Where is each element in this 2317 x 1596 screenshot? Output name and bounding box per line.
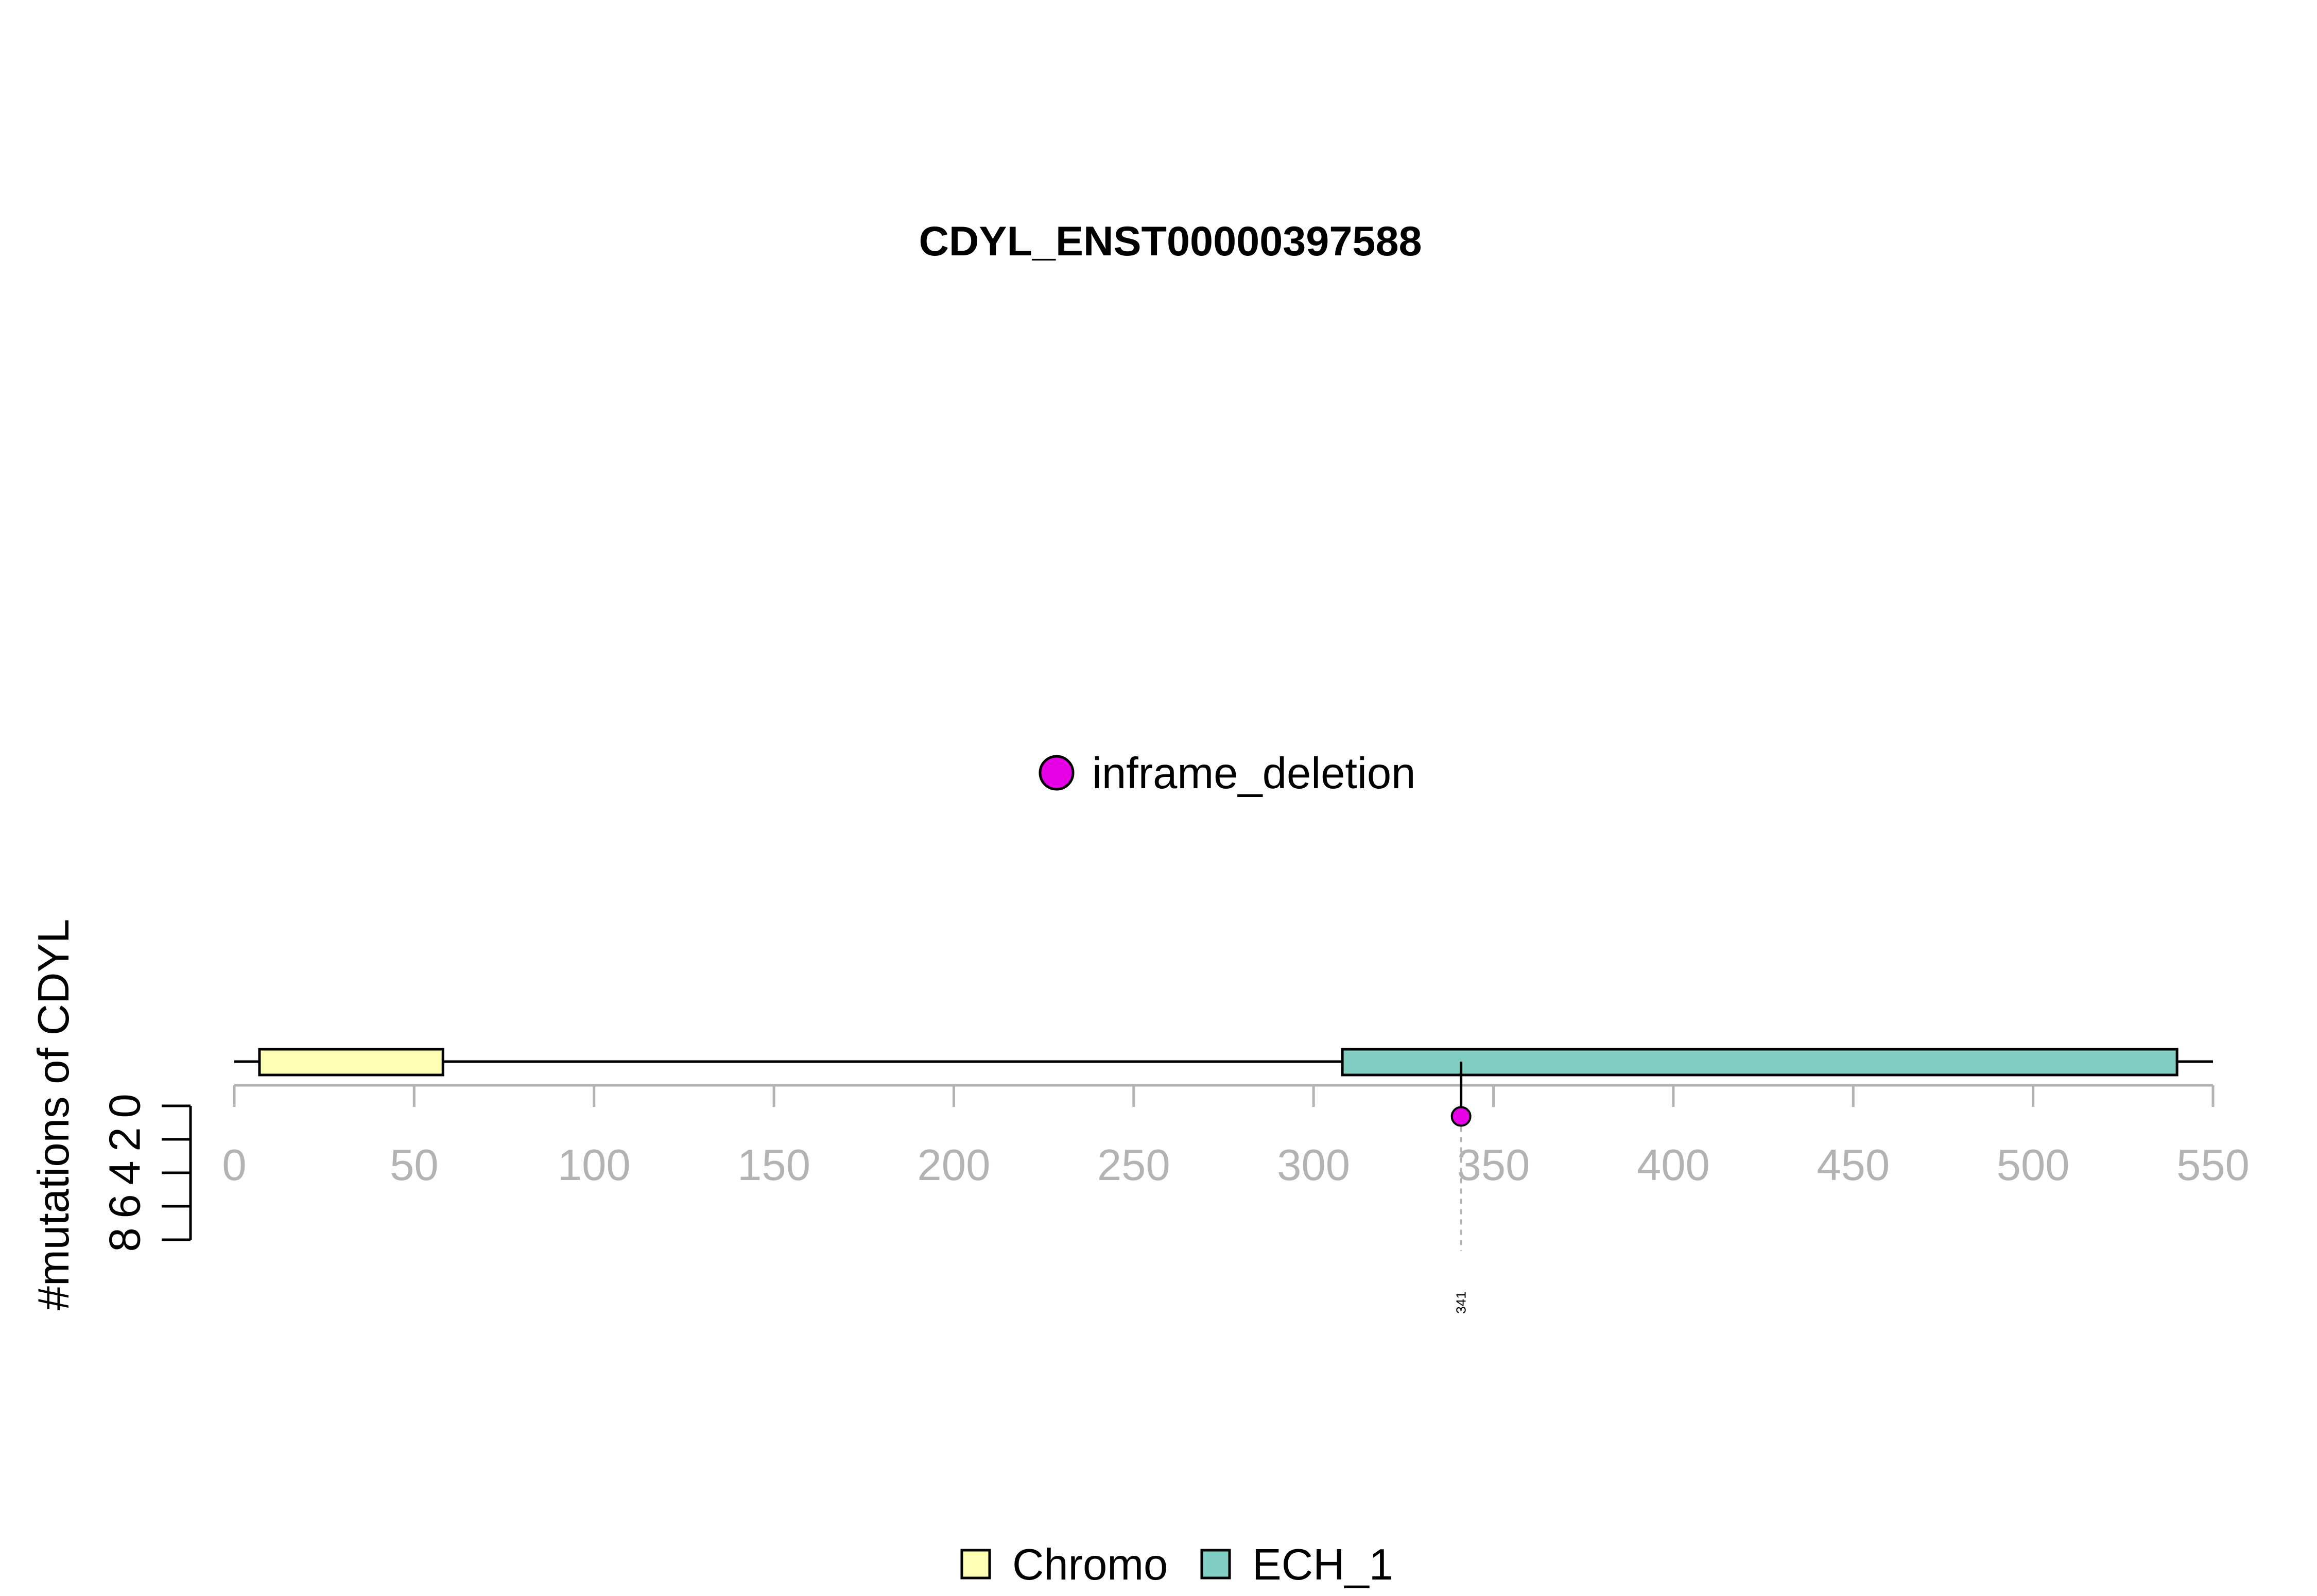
x-tick-label: 250: [1097, 1141, 1170, 1190]
x-axis: 0 50 100 150 200 250 300 350 400 450 500 550: [222, 1084, 2250, 1190]
domain-ECH_1: [1341, 1048, 2178, 1077]
legend-swatch-Chromo: [960, 1549, 991, 1580]
mutation-point-341: [1450, 1106, 1472, 1127]
protein-track: [234, 1048, 2213, 1077]
x-tick-label: 100: [558, 1141, 631, 1190]
chart-title: CDYL_ENST00000397588: [919, 218, 1422, 265]
legend-swatch-ECH_1: [1200, 1549, 1231, 1580]
legend-label-ECH_1: ECH_1: [1252, 1540, 1393, 1589]
y-axis-label: #mutations of CDYL: [29, 919, 78, 1311]
x-tick-label: 400: [1637, 1141, 1710, 1190]
legend-marker-inframe_deletion: [1039, 755, 1075, 791]
y-axis: 0 2 4 6 8: [101, 1094, 192, 1252]
x-tick-label: 500: [1997, 1141, 2070, 1190]
x-tick-label: 300: [1277, 1141, 1350, 1190]
mutation-type-legend: inframe_deletion: [1039, 749, 1415, 798]
domain-legend: Chromo ECH_1: [960, 1540, 1393, 1589]
legend-label-Chromo: Chromo: [1012, 1540, 1168, 1589]
x-tick-label: 350: [1457, 1141, 1530, 1190]
y-tick-label: 4: [101, 1160, 150, 1185]
y-tick-label: 2: [101, 1127, 150, 1151]
mutation-position-label: 341: [1454, 1291, 1469, 1313]
x-tick-label: 50: [390, 1141, 439, 1190]
y-tick-label: 6: [101, 1194, 150, 1218]
legend-label-inframe_deletion: inframe_deletion: [1092, 749, 1415, 798]
x-tick-label: 450: [1817, 1141, 1890, 1190]
y-tick-label: 0: [101, 1094, 150, 1118]
x-tick-label: 150: [737, 1141, 810, 1190]
domain-Chromo: [258, 1048, 444, 1077]
y-tick-label: 8: [101, 1227, 150, 1252]
mutation-markers: 341: [1450, 1062, 1472, 1314]
x-tick-label: 200: [918, 1141, 991, 1190]
x-tick-label: 0: [222, 1141, 246, 1190]
x-tick-label: 550: [2176, 1141, 2250, 1190]
